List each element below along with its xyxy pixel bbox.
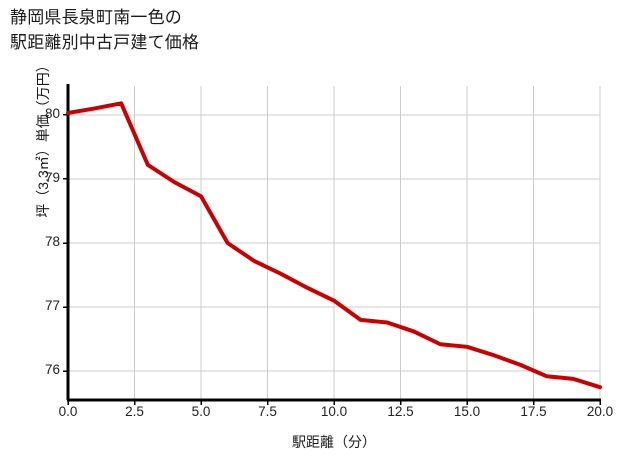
x-axis-tick-label: 2.5 — [125, 404, 144, 419]
x-axis-label: 駅距離（分） — [292, 434, 376, 450]
y-axis-tick-label: 76 — [44, 362, 60, 378]
x-axis-tick-label: 20.0 — [586, 404, 614, 419]
x-axis-tick-label: 5.0 — [191, 404, 211, 419]
y-axis-tick-label: 79 — [44, 169, 60, 185]
y-axis-tick-label: 80 — [44, 105, 60, 121]
x-axis-tick-label: 10.0 — [320, 404, 348, 419]
grid-lines — [67, 86, 601, 400]
tick-marks — [63, 114, 601, 405]
y-axis-tick-label: 77 — [44, 298, 60, 314]
data-line-series — [66, 101, 602, 390]
x-axis-tick-label: 7.5 — [258, 404, 277, 419]
x-axis-tick-label: 15.0 — [453, 404, 481, 419]
x-axis-tick-label: 12.5 — [387, 404, 414, 419]
y-axis-tick-label: 78 — [44, 234, 60, 249]
chart-title: 静岡県長泉町南一色の 駅距離別中古戸建て価格 — [10, 8, 200, 52]
y-axis-label: 坪（3.3㎡）単価（万円） — [35, 58, 51, 218]
x-axis-tick-label: 0.0 — [58, 404, 78, 419]
data-series-line — [66, 101, 602, 390]
x-axis-tick-label: 17.5 — [520, 404, 547, 419]
